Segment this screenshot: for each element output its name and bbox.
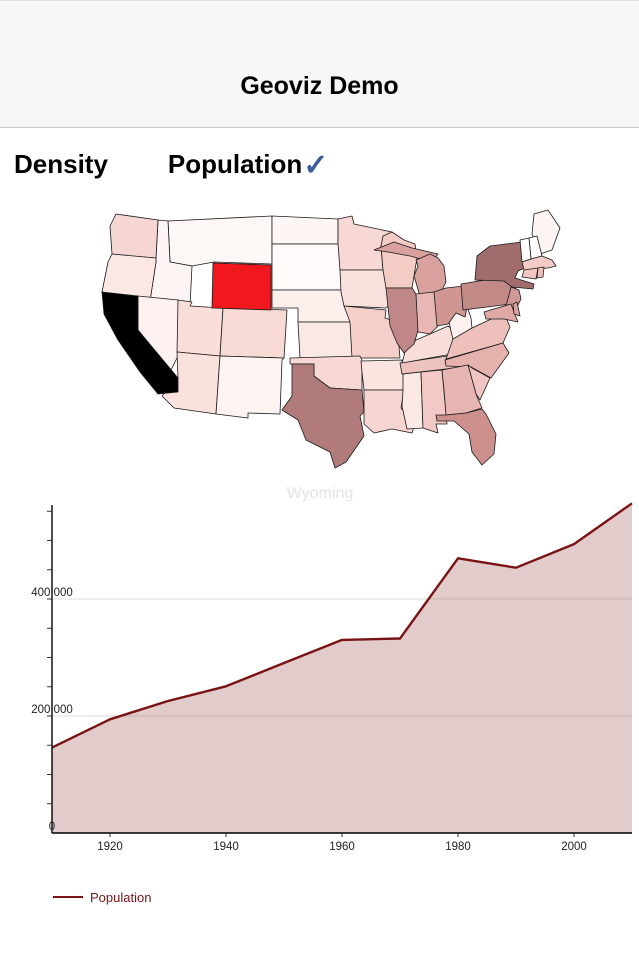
state-illinois[interactable] xyxy=(385,287,421,354)
state-wisconsin[interactable] xyxy=(380,231,418,289)
state-colorado[interactable] xyxy=(219,307,288,359)
tab-population-label: Population xyxy=(167,148,303,179)
state-north-carolina[interactable] xyxy=(444,342,510,379)
chart-title: Wyoming xyxy=(287,485,354,502)
tab-density[interactable]: Density xyxy=(14,149,108,180)
tab-bar: Density Population ✓ xyxy=(14,129,328,199)
state-california[interactable] xyxy=(101,291,179,395)
state-south-dakota[interactable] xyxy=(271,243,344,291)
chart-legend[interactable]: Population xyxy=(53,889,152,905)
population-chart: Wyoming 0 200,000 400,000 1920 1940 1960 1980 20… xyxy=(0,478,639,860)
state-mississippi[interactable] xyxy=(401,371,424,430)
state-washington[interactable] xyxy=(109,213,159,259)
legend-label: Population xyxy=(90,889,152,905)
state-michigan[interactable] xyxy=(413,253,447,297)
state-new-mexico[interactable] xyxy=(215,355,285,419)
population-chart-svg: Wyoming 0 200,000 400,000 1920 1940 1960 1980 20… xyxy=(31,485,633,853)
tab-density-label: Density xyxy=(14,148,108,179)
y-tick-label: 400,000 xyxy=(31,587,73,599)
us-map xyxy=(100,200,580,472)
state-texas[interactable] xyxy=(281,363,365,469)
state-virginia[interactable] xyxy=(445,312,511,360)
population-line xyxy=(51,502,633,749)
x-tick-label: 2000 xyxy=(561,841,587,853)
state-wyoming[interactable] xyxy=(211,262,272,311)
tab-population[interactable]: Population ✓ xyxy=(168,147,328,182)
state-georgia[interactable] xyxy=(441,364,483,416)
state-maryland[interactable] xyxy=(483,303,519,323)
y-tick-label: 200,000 xyxy=(31,704,73,716)
x-tick-label: 1920 xyxy=(97,841,123,853)
us-map-svg xyxy=(101,209,561,469)
state-indiana[interactable] xyxy=(415,291,439,335)
page-title: Geoviz Demo xyxy=(240,72,399,100)
x-tick-label: 1980 xyxy=(445,841,471,853)
legend-line-swatch xyxy=(53,896,83,898)
y-tick-label: 0 xyxy=(49,821,55,833)
checkmark-icon: ✓ xyxy=(303,148,329,182)
state-florida[interactable] xyxy=(435,408,497,466)
app-header: Geoviz Demo xyxy=(0,0,639,128)
state-delaware[interactable] xyxy=(512,301,521,317)
state-montana[interactable] xyxy=(167,215,273,267)
state-arkansas[interactable] xyxy=(360,359,405,391)
state-rhode-island[interactable] xyxy=(536,266,545,279)
state-connecticut[interactable] xyxy=(521,267,539,280)
state-kansas[interactable] xyxy=(297,321,359,359)
state-north-dakota[interactable] xyxy=(271,215,339,245)
x-tick-label: 1960 xyxy=(329,841,355,853)
x-tick-label: 1940 xyxy=(213,841,239,853)
area-fill xyxy=(52,503,632,833)
state-vermont[interactable] xyxy=(519,237,532,263)
state-ohio[interactable] xyxy=(433,285,469,327)
